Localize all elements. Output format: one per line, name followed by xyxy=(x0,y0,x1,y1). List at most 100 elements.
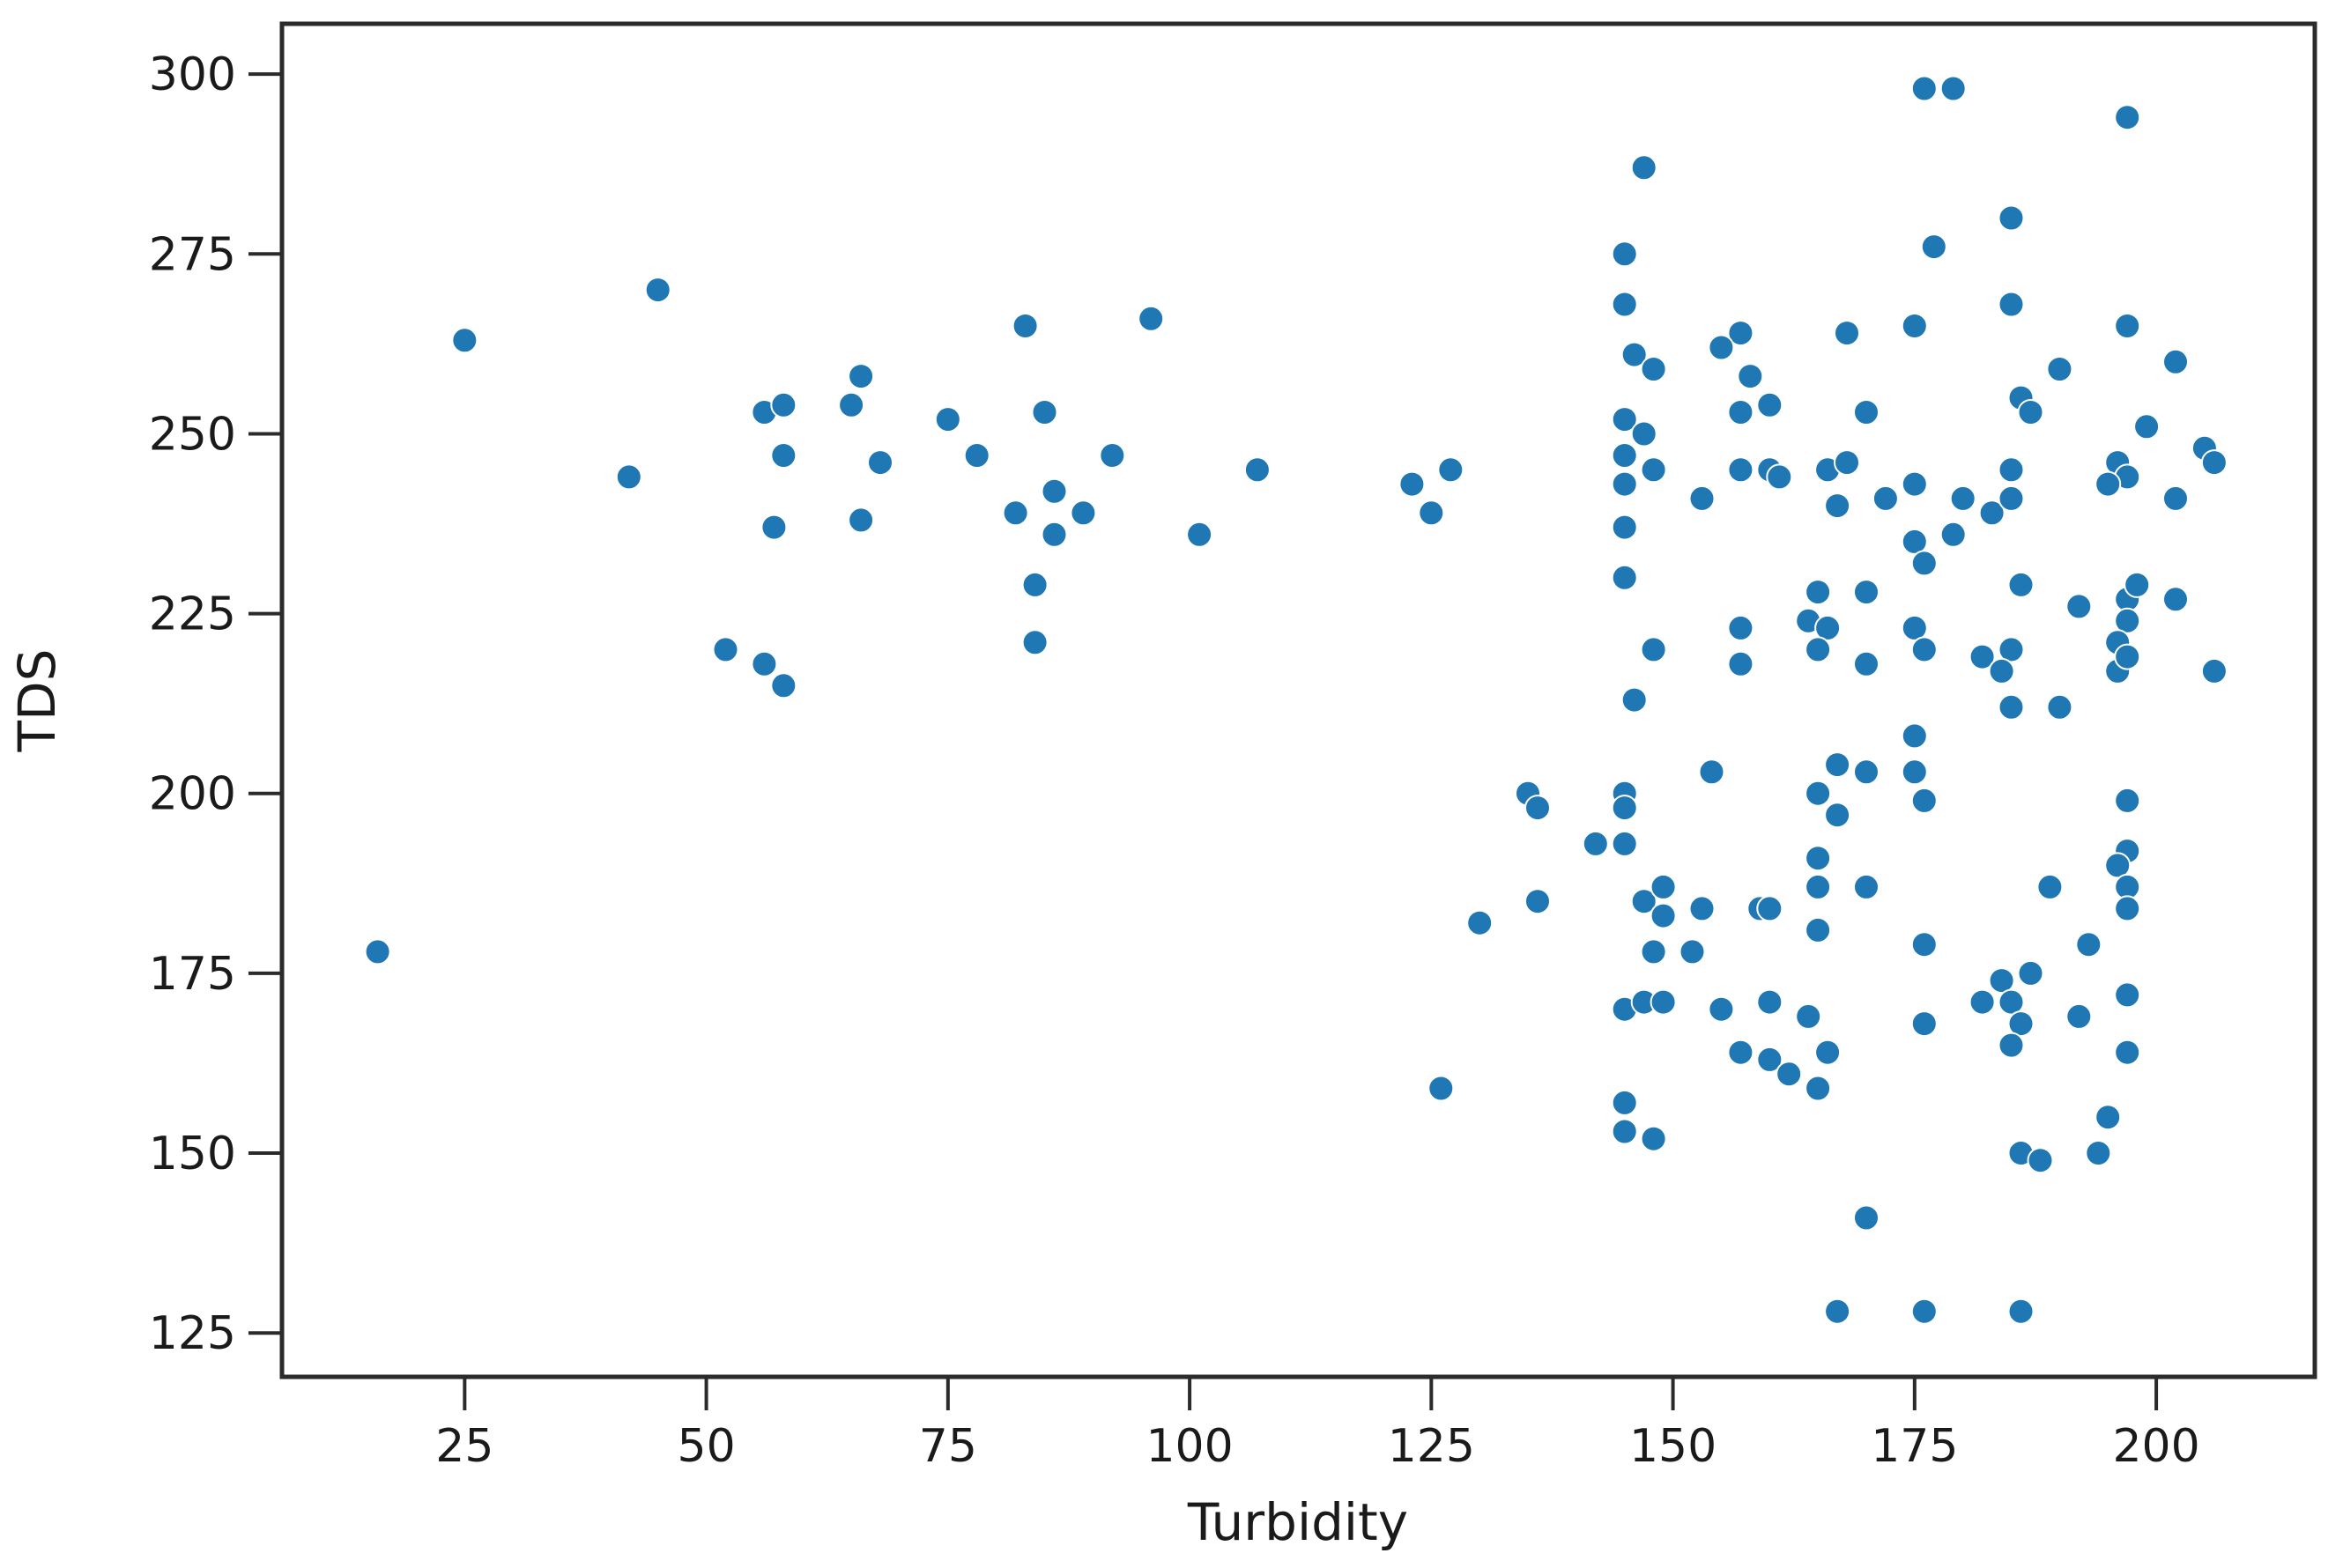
scatter-point xyxy=(1901,313,1928,339)
scatter-point xyxy=(1630,420,1657,447)
scatter-point xyxy=(1853,1204,1880,1231)
x-axis-label: Turbidity xyxy=(1187,1492,1408,1552)
scatter-point xyxy=(1805,845,1832,872)
scatter-point xyxy=(1998,1032,2025,1059)
scatter-point xyxy=(1611,240,1638,268)
scatter-point xyxy=(1611,795,1638,822)
scatter-point xyxy=(644,277,671,304)
scatter-point xyxy=(1611,564,1638,591)
scatter-point xyxy=(2200,657,2228,684)
y-tick-label: 300 xyxy=(149,48,236,101)
scatter-point xyxy=(1737,363,1764,390)
scatter-point xyxy=(2124,571,2151,598)
scatter-point xyxy=(1988,967,2015,995)
scatter-point xyxy=(1853,579,1880,606)
scatter-point xyxy=(1727,320,1754,347)
scatter-point xyxy=(1679,938,1706,965)
scatter-point xyxy=(1978,499,2006,527)
scatter-point xyxy=(1998,291,2025,318)
scatter-point xyxy=(2133,413,2161,440)
scatter-point xyxy=(2114,104,2141,131)
scatter-point xyxy=(1611,406,1638,433)
scatter-point xyxy=(2046,356,2073,382)
scatter-point xyxy=(2036,873,2064,900)
x-tick-label: 125 xyxy=(1388,1420,1475,1473)
x-tick-label: 175 xyxy=(1871,1420,1958,1473)
scatter-point xyxy=(1920,233,1947,261)
scatter-point xyxy=(2027,1147,2054,1174)
scatter-point xyxy=(2114,895,2141,922)
scatter-point xyxy=(1698,758,1725,786)
scatter-point xyxy=(1834,449,1860,477)
scatter-point xyxy=(1070,499,1097,527)
scatter-point xyxy=(1640,938,1667,965)
scatter-point xyxy=(1524,795,1551,822)
scatter-point xyxy=(1805,1075,1832,1102)
scatter-point xyxy=(1901,614,1928,641)
scatter-point xyxy=(1910,1010,1938,1038)
scatter-point xyxy=(1002,499,1029,527)
scatter-point xyxy=(1901,722,1928,750)
plot-background xyxy=(282,24,2315,1377)
scatter-point xyxy=(1853,399,1880,425)
scatter-point xyxy=(1611,442,1638,469)
x-tick-label: 25 xyxy=(435,1420,493,1473)
y-tick-label: 125 xyxy=(149,1307,236,1360)
scatter-point xyxy=(1805,873,1832,900)
scatter-point xyxy=(2017,959,2044,987)
scatter-point xyxy=(2114,313,2141,339)
scatter-point xyxy=(1998,484,2025,512)
scatter-point xyxy=(1853,873,1880,900)
scatter-point xyxy=(1611,1118,1638,1145)
plot-area xyxy=(282,24,2315,1377)
scatter-point xyxy=(1998,988,2025,1016)
y-tick-label: 225 xyxy=(149,588,236,641)
scatter-point xyxy=(1630,888,1657,915)
scatter-point xyxy=(1031,399,1058,425)
scatter-point xyxy=(1824,802,1851,829)
scatter-point xyxy=(2007,1298,2035,1325)
scatter-point xyxy=(1727,650,1754,677)
scatter-point xyxy=(1099,442,1126,469)
scatter-point xyxy=(451,327,478,354)
scatter-point xyxy=(1186,521,1213,548)
scatter-point xyxy=(1814,614,1842,641)
scatter-point xyxy=(1910,550,1938,577)
scatter-point xyxy=(2085,1140,2112,1166)
scatter-point xyxy=(1012,313,1039,339)
scatter-point xyxy=(848,507,875,534)
scatter-point xyxy=(2114,981,2141,1009)
scatter-point xyxy=(2007,571,2035,598)
scatter-point xyxy=(2046,693,2073,721)
scatter-point xyxy=(1611,514,1638,541)
scatter-point xyxy=(770,442,797,469)
x-tick-label: 150 xyxy=(1629,1420,1716,1473)
scatter-point xyxy=(1708,334,1735,361)
scatter-point xyxy=(1640,1125,1667,1152)
scatter-point xyxy=(1398,470,1426,498)
scatter-point xyxy=(1853,758,1880,786)
scatter-point xyxy=(770,672,797,699)
scatter-point xyxy=(1708,995,1735,1023)
x-tick-label: 50 xyxy=(677,1420,735,1473)
scatter-point xyxy=(1939,75,1967,102)
scatter-point xyxy=(1640,636,1667,663)
scatter-point xyxy=(2095,1104,2122,1131)
scatter-point xyxy=(1998,204,2025,232)
scatter-point xyxy=(1766,463,1793,491)
scatter-point xyxy=(1688,895,1716,922)
scatter-point xyxy=(1795,1002,1822,1030)
scatter-point xyxy=(1805,636,1832,663)
scatter-point xyxy=(2007,1010,2035,1038)
scatter-point xyxy=(1138,305,1165,332)
x-tick-label: 100 xyxy=(1146,1420,1233,1473)
scatter-point xyxy=(1688,484,1716,512)
scatter-point xyxy=(1727,399,1754,425)
scatter-point xyxy=(1041,521,1068,548)
scatter-point xyxy=(1805,780,1832,807)
scatter-point xyxy=(1805,916,1832,943)
scatter-point xyxy=(364,938,391,965)
scatter-point xyxy=(1756,988,1783,1016)
scatter-point xyxy=(1418,499,1445,527)
